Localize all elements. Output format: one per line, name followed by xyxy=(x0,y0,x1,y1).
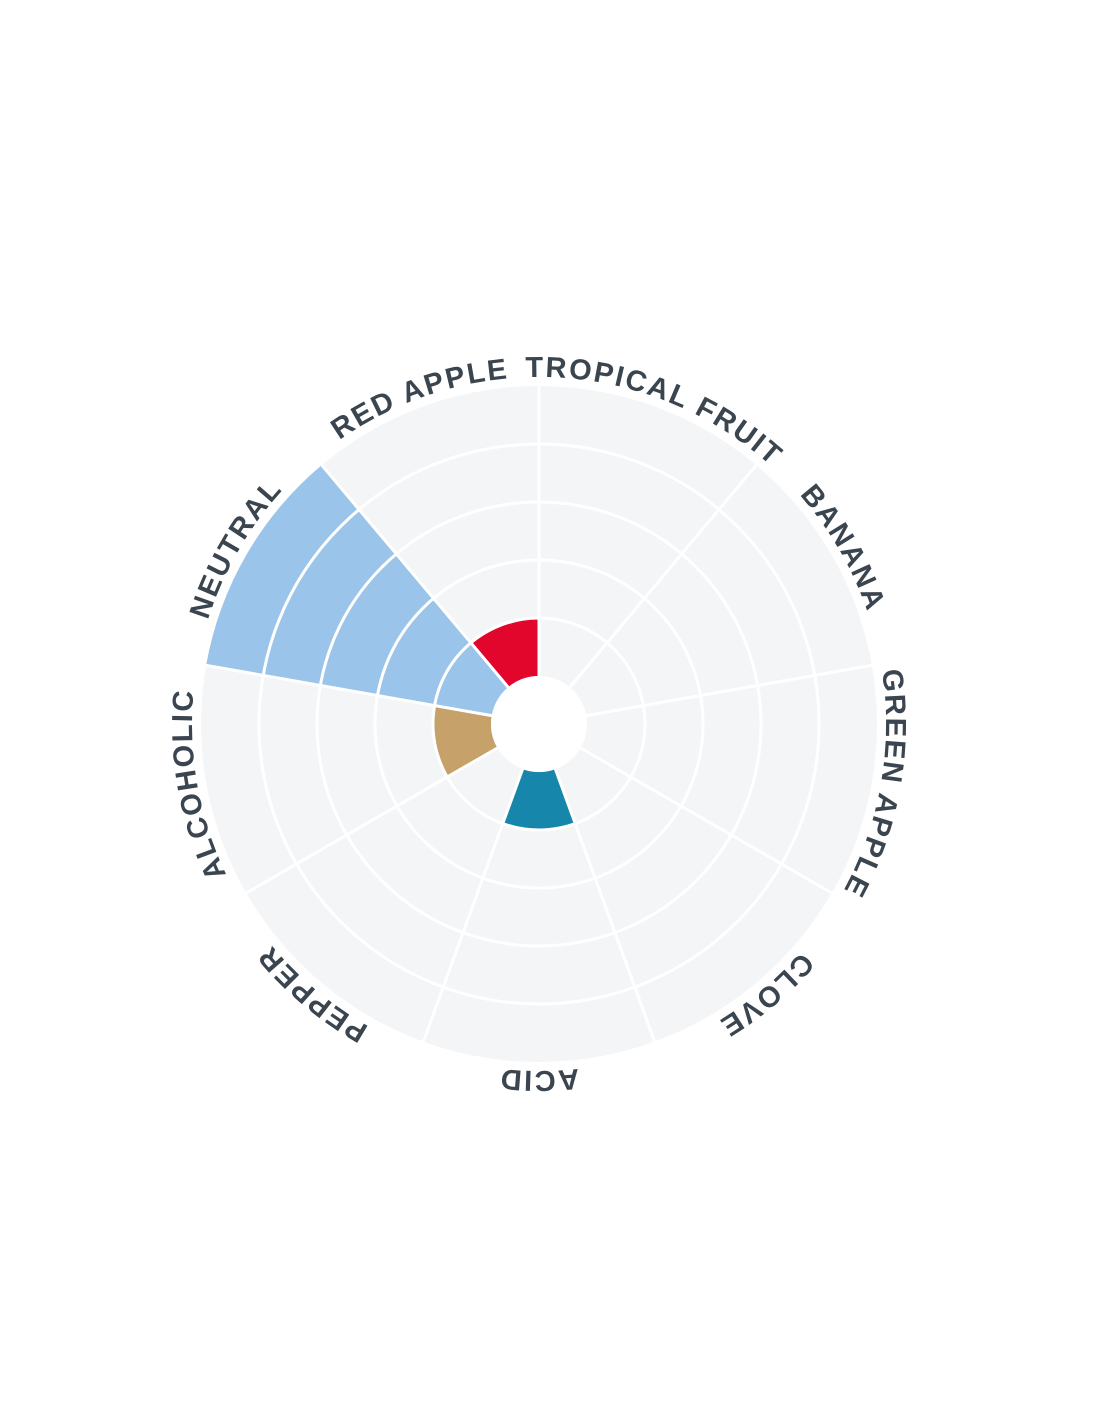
radial-gridline-7 xyxy=(205,663,492,718)
radial-gridline-3 xyxy=(579,746,833,895)
radial-gridline-5 xyxy=(421,768,524,1043)
sector-neutral xyxy=(206,465,509,716)
category-label-acid: ACID xyxy=(498,1062,581,1096)
radial-gridline-8 xyxy=(320,464,510,689)
category-label-text: ACID xyxy=(498,1062,579,1096)
center-hole xyxy=(491,676,587,772)
sector-acid xyxy=(502,769,576,831)
sector-red-apple xyxy=(470,618,539,688)
radial-gridline-4 xyxy=(554,768,657,1043)
radial-gridline-6 xyxy=(245,746,499,895)
radial-gridline-2 xyxy=(586,663,873,718)
sector-alcoholic xyxy=(432,705,498,777)
radial-gridline-1 xyxy=(568,464,758,689)
